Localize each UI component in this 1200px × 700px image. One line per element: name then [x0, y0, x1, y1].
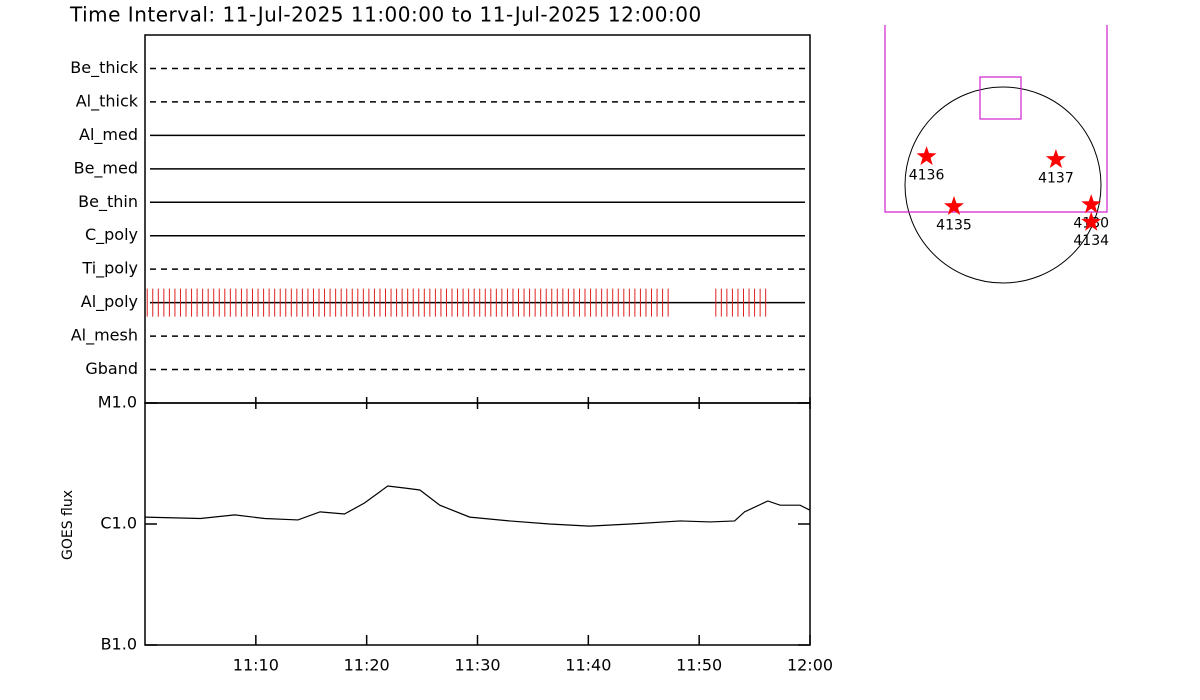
solar-disk	[904, 86, 1102, 284]
x-tick-label: 11:20	[344, 656, 390, 675]
row-label: Al_med	[79, 125, 138, 145]
timeline-frame	[144, 34, 811, 404]
row-label: Be_med	[74, 158, 138, 178]
goes-frame	[144, 402, 811, 646]
y-tick-label: M1.0	[98, 393, 137, 412]
fov-box	[884, 25, 1108, 213]
x-tick-label: 11:50	[676, 656, 722, 675]
x-tick-label: 11:40	[565, 656, 611, 675]
region-star	[1081, 211, 1102, 231]
region-label: 4135	[936, 218, 972, 234]
region-star	[1081, 194, 1102, 214]
region-label: 4137	[1038, 171, 1074, 187]
row-label: Al_poly	[81, 292, 138, 312]
fov-small-box	[979, 76, 1022, 120]
x-tick-label: 11:10	[233, 656, 279, 675]
row-label: C_poly	[85, 225, 138, 245]
region-label: 4134	[1073, 233, 1109, 249]
row-label: Be_thick	[70, 58, 138, 78]
row-label: Al_thick	[76, 91, 139, 111]
region-label: 4136	[909, 168, 945, 184]
row-label: Gband	[85, 359, 138, 378]
chart-title: Time Interval: 11-Jul-2025 11:00:00 to 1…	[69, 3, 702, 27]
row-label: Al_mesh	[71, 326, 138, 346]
y-tick-label: B1.0	[101, 635, 137, 654]
x-tick-label: 11:30	[454, 656, 500, 675]
goes-line	[144, 485, 811, 527]
region-star	[916, 146, 937, 166]
y-tick-label: C1.0	[100, 514, 137, 533]
row-label: Be_thin	[78, 192, 138, 212]
y-axis-label: GOES flux	[60, 490, 76, 560]
region-star	[1045, 149, 1066, 169]
row-label: Ti_poly	[81, 259, 138, 279]
x-tick-label: 12:00	[787, 656, 833, 675]
region-star	[944, 196, 964, 216]
